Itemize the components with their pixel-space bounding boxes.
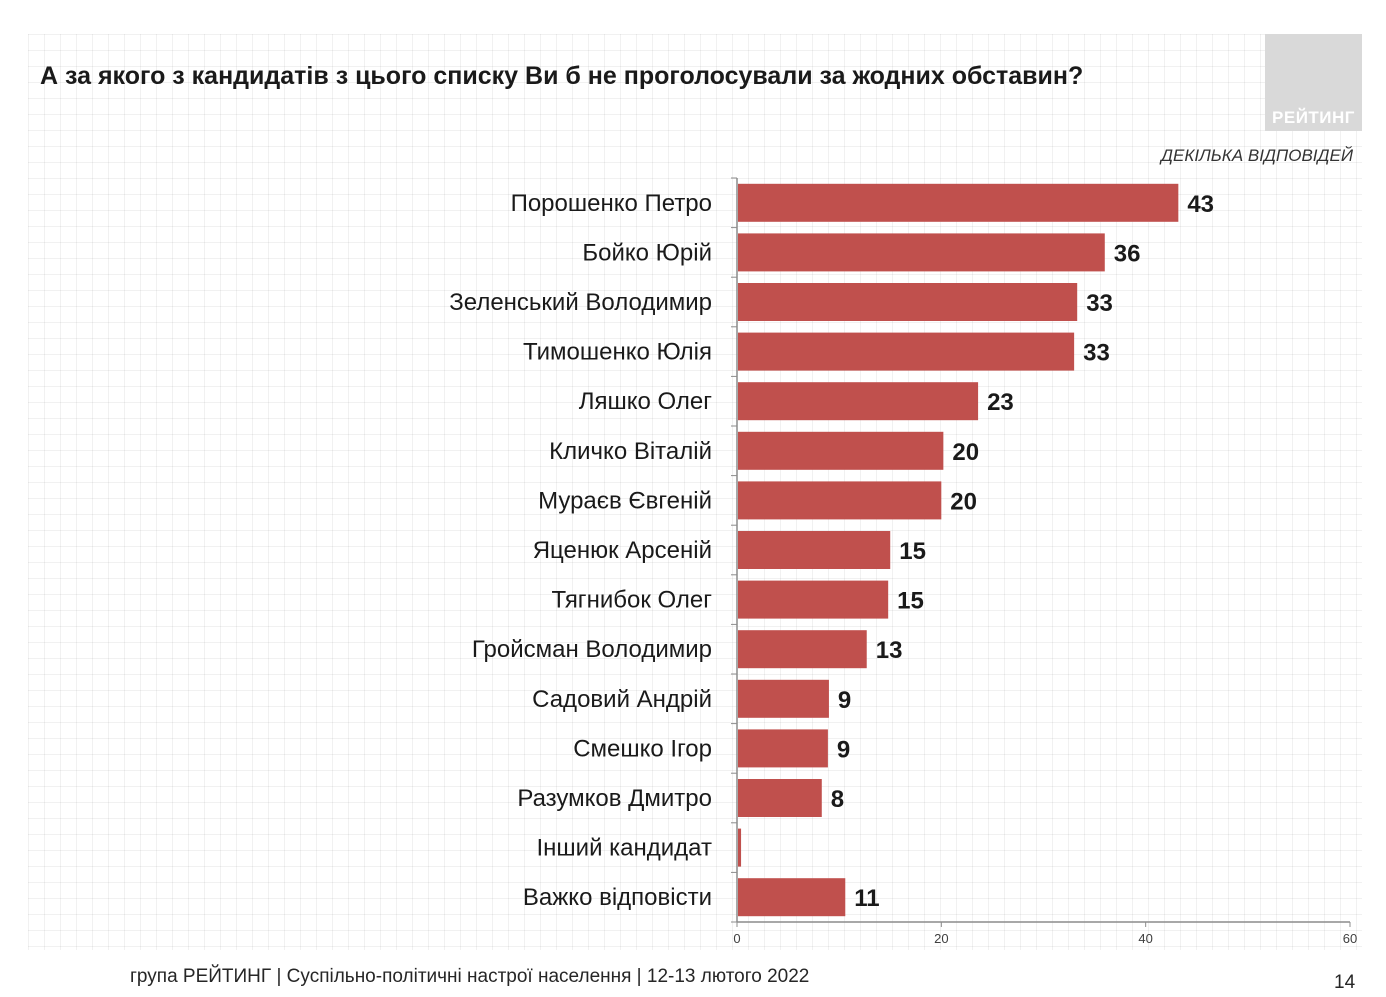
value-label: 8 xyxy=(831,786,844,813)
rating-logo: РЕЙТИНГ xyxy=(1265,34,1362,131)
multiple-answers-note: ДЕКІЛЬКА ВІДПОВІДЕЙ xyxy=(1161,146,1353,165)
chart-title: А за якого з кандидатів з цього списку В… xyxy=(40,62,1084,90)
value-label: 11 xyxy=(854,885,879,912)
value-label: 23 xyxy=(987,389,1014,416)
value-label: 20 xyxy=(952,439,979,466)
bar-2 xyxy=(738,233,1105,272)
category-label: Гройсман Володимир xyxy=(472,636,712,663)
value-label: 20 xyxy=(950,488,977,515)
value-label: 33 xyxy=(1083,340,1110,367)
value-label: 36 xyxy=(1114,240,1141,267)
x-tick-label: 60 xyxy=(1343,931,1357,946)
category-label: Разумков Дмитро xyxy=(517,785,712,812)
bar-6 xyxy=(738,431,944,470)
category-label: Ляшко Олег xyxy=(579,388,713,415)
footer-text: група РЕЙТИНГ | Суспільно-політичні наст… xyxy=(130,966,810,987)
value-label: 33 xyxy=(1086,290,1113,317)
bar-8 xyxy=(738,531,891,569)
x-tick-label: 20 xyxy=(934,931,948,946)
category-label: Інший кандидат xyxy=(536,835,712,862)
category-label: Садовий Андрій xyxy=(532,686,712,713)
bar-3 xyxy=(738,283,1078,321)
category-label: Яценюк Арсеній xyxy=(533,537,712,564)
bar-5 xyxy=(738,382,979,421)
x-tick-label: 40 xyxy=(1138,931,1152,946)
bar-10 xyxy=(738,630,867,669)
bar-15 xyxy=(738,878,846,917)
value-label: 15 xyxy=(899,538,926,565)
category-label: Тимошенко Юлія xyxy=(523,339,712,366)
page-number: 14 xyxy=(1334,972,1356,993)
bar-4 xyxy=(738,332,1075,371)
value-label: 9 xyxy=(838,687,851,714)
category-label: Зеленський Володимир xyxy=(449,289,712,316)
logo-text: РЕЙТИНГ xyxy=(1272,108,1355,127)
value-label: 13 xyxy=(876,637,903,664)
category-label: Мураєв Євгеній xyxy=(538,487,712,514)
category-label: Порошенко Петро xyxy=(511,190,712,217)
category-label: Важко відповісти xyxy=(523,884,712,911)
bar-7 xyxy=(738,481,942,520)
bar-9 xyxy=(738,580,889,619)
bar-1 xyxy=(738,183,1179,222)
category-label: Кличко Віталій xyxy=(549,438,712,465)
x-tick-label: 0 xyxy=(733,931,740,946)
value-label: 15 xyxy=(897,588,924,615)
bar-12 xyxy=(738,729,828,768)
bar-14 xyxy=(738,828,742,867)
bar-13 xyxy=(738,779,822,817)
category-label: Тягнибок Олег xyxy=(552,587,713,614)
bar-11 xyxy=(738,679,829,718)
value-label: 9 xyxy=(837,736,850,763)
category-label: Бойко Юрій xyxy=(582,239,712,266)
value-label: 43 xyxy=(1187,191,1214,218)
category-label: Смешко Ігор xyxy=(573,735,712,762)
